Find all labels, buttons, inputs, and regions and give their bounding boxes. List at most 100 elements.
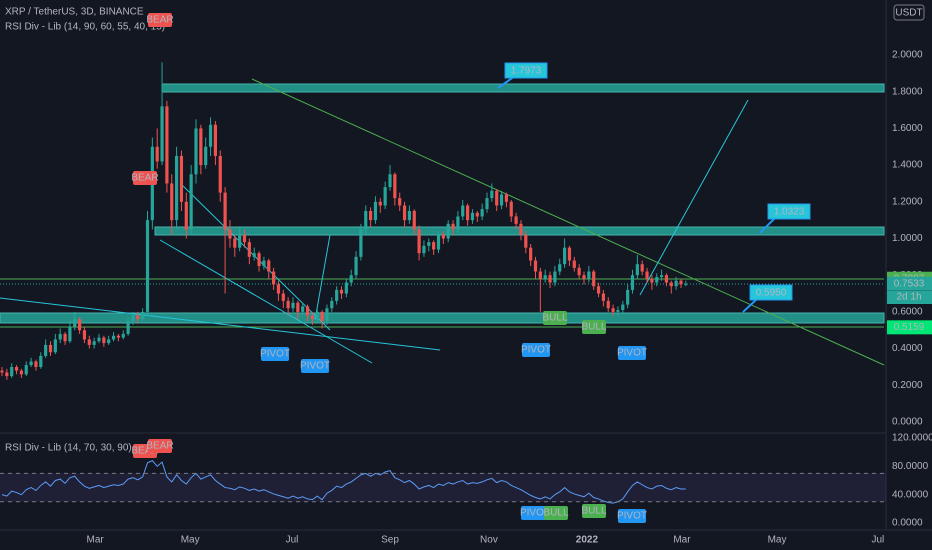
candle-body bbox=[398, 198, 402, 206]
candle-body bbox=[305, 306, 310, 316]
candle-body bbox=[660, 275, 664, 278]
currency-box[interactable] bbox=[893, 4, 925, 21]
candle-body bbox=[175, 155, 179, 221]
candle-body bbox=[48, 344, 53, 353]
candle-body bbox=[393, 174, 397, 199]
arrow bbox=[314, 234, 331, 321]
x-tick-label: May bbox=[768, 535, 787, 546]
candle-body bbox=[68, 326, 72, 342]
signal-marker bbox=[582, 504, 606, 518]
signal-marker bbox=[301, 359, 329, 373]
candle-body bbox=[475, 212, 479, 217]
signal-marker bbox=[582, 320, 606, 334]
candle-body bbox=[359, 229, 363, 257]
candle-body bbox=[73, 319, 77, 327]
candle-body bbox=[223, 192, 227, 230]
signal-marker bbox=[618, 509, 646, 523]
candle-body bbox=[596, 286, 601, 294]
candle-body bbox=[407, 210, 411, 221]
candle-body bbox=[276, 284, 281, 294]
candle-body bbox=[373, 201, 378, 221]
candle-body bbox=[92, 341, 96, 345]
signal-marker bbox=[543, 311, 567, 325]
candle-body bbox=[53, 339, 57, 353]
candle-body bbox=[582, 275, 586, 279]
candle-body bbox=[194, 128, 198, 175]
candle-body bbox=[208, 124, 213, 147]
signal-label: PIVOT bbox=[617, 348, 647, 359]
candle-body bbox=[155, 146, 159, 162]
signal-label: PIVOT bbox=[520, 508, 550, 519]
candle-body bbox=[145, 220, 150, 312]
y-tick-label: 40.0000 bbox=[892, 489, 929, 500]
x-tick-label: Sep bbox=[381, 535, 399, 546]
candle-body bbox=[78, 319, 82, 331]
candle-body bbox=[63, 333, 67, 342]
candle-body bbox=[616, 310, 620, 312]
signal-label: BULL bbox=[543, 508, 568, 519]
candle-body bbox=[141, 311, 145, 320]
candle-body bbox=[325, 308, 329, 322]
candle-body bbox=[82, 330, 87, 340]
signal-marker bbox=[261, 347, 289, 361]
level-label: 1.7973 bbox=[511, 66, 542, 77]
candle-body bbox=[626, 289, 630, 305]
candle-body bbox=[592, 271, 596, 287]
signal-marker bbox=[521, 506, 549, 520]
signal-label: BULL bbox=[581, 506, 606, 517]
candle-body bbox=[519, 223, 523, 235]
level-label: 1.0323 bbox=[774, 207, 805, 218]
candle-body bbox=[529, 247, 533, 261]
candle-body bbox=[499, 194, 504, 206]
candle-body bbox=[301, 306, 305, 312]
candle-body bbox=[679, 280, 683, 285]
candle-body bbox=[524, 234, 528, 248]
signal-marker bbox=[522, 343, 550, 357]
candle-body bbox=[111, 335, 116, 340]
signal-label: BEAR bbox=[146, 15, 173, 26]
candle-body bbox=[495, 190, 499, 206]
y-tick-label: 0.0000 bbox=[892, 417, 923, 428]
candle-body bbox=[650, 278, 654, 283]
candle-body bbox=[87, 339, 91, 345]
candle-body bbox=[432, 242, 436, 250]
candle-body bbox=[369, 210, 373, 221]
candle-body bbox=[674, 280, 678, 287]
candle-body bbox=[29, 361, 33, 366]
candle-body bbox=[509, 201, 513, 217]
level-box bbox=[504, 62, 548, 79]
candle-body bbox=[34, 361, 38, 367]
currency[interactable]: USDT bbox=[895, 8, 922, 19]
candle-body bbox=[669, 282, 673, 287]
candle-body bbox=[286, 300, 290, 309]
level-box bbox=[749, 284, 793, 301]
candle-body bbox=[563, 247, 567, 265]
candle-body bbox=[170, 183, 174, 221]
level-box bbox=[767, 203, 811, 220]
chart-title: XRP / TetherUS, 3D, BINANCE bbox=[5, 7, 144, 18]
candle-body bbox=[165, 106, 169, 184]
candle-body bbox=[24, 365, 28, 375]
candle-body bbox=[441, 234, 445, 239]
candle-body bbox=[272, 271, 276, 285]
candle-body bbox=[0, 370, 4, 373]
candle-body bbox=[383, 187, 387, 206]
x-tick-label: Jul bbox=[286, 535, 299, 546]
signal-label: BULL bbox=[581, 322, 606, 333]
zone bbox=[161, 83, 885, 93]
candle-body bbox=[485, 198, 489, 210]
candle-body bbox=[417, 229, 421, 254]
arrow bbox=[639, 99, 749, 296]
candle-body bbox=[344, 282, 348, 294]
y-tick-label: 0.2000 bbox=[892, 380, 923, 391]
y-tick-label: 1.0000 bbox=[892, 233, 923, 244]
candle-body bbox=[116, 335, 120, 338]
candle-body bbox=[645, 271, 649, 279]
candle-body bbox=[160, 106, 164, 162]
candle-body bbox=[335, 289, 339, 301]
x-tick-label: Mar bbox=[87, 535, 105, 546]
rsi-band bbox=[0, 473, 886, 502]
rsi-line bbox=[1, 460, 686, 504]
x-tick-label: Mar bbox=[673, 535, 691, 546]
